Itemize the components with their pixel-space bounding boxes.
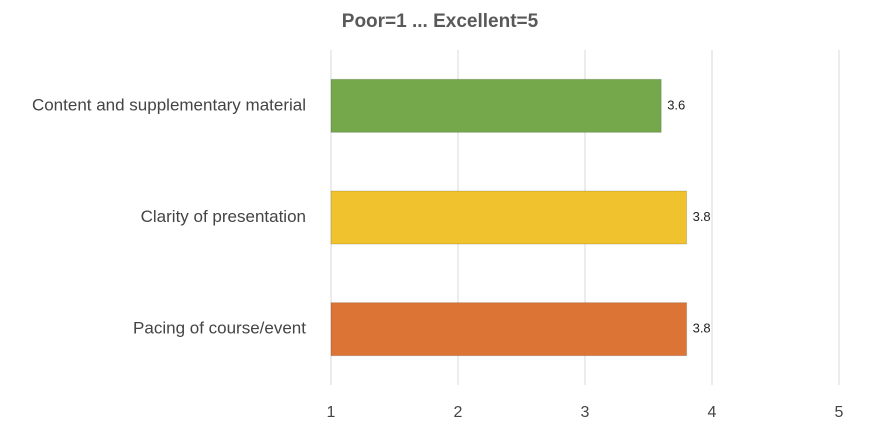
x-tick-label: 3	[581, 404, 590, 421]
y-tick-label: Pacing of course/event	[133, 319, 306, 338]
x-tick-label: 5	[835, 404, 844, 421]
x-tick-label: 4	[708, 404, 717, 421]
data-label: 3.6	[667, 97, 685, 112]
chart-title: Poor=1 ... Excellent=5	[342, 11, 539, 32]
bar	[330, 78, 662, 133]
y-tick-label: Clarity of presentation	[141, 207, 306, 226]
x-tick-label: 2	[454, 404, 463, 421]
data-label: 3.8	[693, 321, 711, 336]
bar	[330, 302, 688, 357]
y-tick-label: Content and supplementary material	[32, 95, 306, 114]
data-label: 3.8	[693, 209, 711, 224]
x-tick-label: 1	[327, 404, 336, 421]
bar	[330, 190, 688, 245]
